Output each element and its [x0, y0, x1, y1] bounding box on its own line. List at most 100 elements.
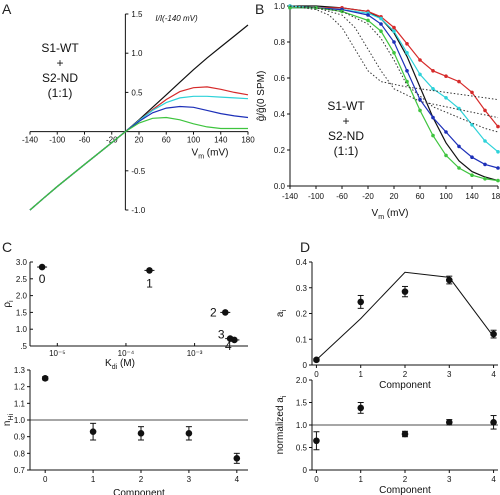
series-green-marker: [314, 6, 318, 10]
x-tick-label: 3: [187, 475, 192, 484]
annotation-line: (1:1): [334, 144, 359, 158]
y-tick-label: 0.3: [296, 284, 308, 293]
series-blue-marker: [431, 115, 435, 120]
y-tick-label: 1.0: [274, 2, 286, 11]
x-tick-label: 180: [241, 136, 255, 145]
dotted-reference-line: [289, 5, 499, 133]
x-tick-label: 4: [235, 475, 240, 484]
y-tick-label: -0.5: [131, 167, 145, 176]
y-tick-label: 0.2: [274, 146, 286, 155]
series-cyan-marker: [418, 72, 422, 77]
series-green-marker: [496, 178, 500, 183]
x-tick-label: 3: [447, 475, 452, 484]
x-tick-label: -100: [308, 192, 325, 201]
dotted-reference-line: [289, 5, 499, 101]
annotation-line: S1-WT: [327, 99, 365, 113]
dotted-reference-line: [289, 5, 499, 119]
data-point: [41, 375, 49, 382]
x-tick-label: -20: [106, 136, 118, 145]
y-tick-label: 1.3: [14, 366, 26, 375]
y-tick-label: 1.5: [296, 399, 308, 408]
x-tick-label: 100: [439, 192, 453, 201]
x-axis-label: Vm (mV): [192, 148, 229, 161]
series-cyan-marker: [431, 87, 435, 91]
x-axis-label: Component: [379, 485, 431, 495]
series-green-marker: [366, 18, 370, 23]
x-tick-label: -60: [336, 192, 348, 201]
x-tick-label: 4: [491, 370, 496, 379]
y-tick-label: 0: [303, 361, 308, 370]
x-tick-label: 140: [465, 192, 479, 201]
y-tick-label: 1.0: [131, 49, 143, 58]
series-green-marker: [483, 177, 487, 181]
series-line-blue: [290, 7, 499, 169]
series-red-marker: [444, 74, 448, 78]
x-tick-label: 2: [403, 370, 408, 379]
series-cyan-marker: [379, 16, 383, 21]
annotation-line: (1:1): [48, 86, 73, 100]
x-tick-label: 2: [403, 475, 408, 484]
series-blue-marker: [470, 155, 474, 159]
y-tick-label: 1.2: [14, 383, 26, 392]
series-line-red: [289, 5, 499, 127]
panel-d-bottom: 0 1 2 3 4 0 0.5 1.0 1.5 2.0 normalized ai Component: [275, 376, 498, 495]
data-point: [445, 419, 453, 426]
series-red-marker: [457, 79, 461, 84]
y-tick-label: 1.0: [296, 421, 308, 430]
y-tick-label: 2.0: [296, 376, 308, 385]
panel-c-bottom: 0 1 2 3 4 0.7 0.8 0.9 1.0 1.1 1.2 1.3 nHi Component: [2, 366, 248, 495]
data-point: [313, 437, 320, 445]
series-cyan-marker: [496, 150, 500, 154]
series-green-marker: [444, 153, 448, 158]
x-axis-label: Component: [379, 380, 431, 391]
y-axis-label: ai: [275, 310, 288, 318]
y-tick-label: -1.0: [131, 206, 145, 215]
y-axis-label: ĝ/ĝ(0 SPM): [256, 71, 267, 122]
annotation-line: S2-ND: [42, 71, 78, 85]
y-tick-label: 2.0: [16, 292, 28, 301]
point-label: 1: [146, 276, 153, 290]
data-point: [185, 430, 193, 437]
point-label: 3: [218, 328, 225, 342]
data-point: [490, 419, 497, 426]
panel-c-top: 10⁻⁵ 10⁻⁴ 10⁻³ .5 1.0 1.5 2.0 2.5 3.0 ρi Kdi (M) 0 1…: [2, 258, 248, 371]
data-point: [357, 404, 365, 412]
x-tick-label: 10⁻⁵: [49, 349, 65, 358]
point-label: 2: [210, 305, 217, 319]
series-green-marker: [470, 173, 474, 177]
panel-letter-a: A: [2, 1, 12, 17]
data-point: [357, 298, 365, 306]
series-red-marker: [496, 124, 500, 129]
x-tick-label: -100: [49, 136, 66, 145]
x-tick-label: -140: [22, 136, 39, 145]
y-tick-label: 0.8: [274, 38, 286, 47]
series-blue-marker: [392, 40, 396, 44]
y-axis-label: ρi: [2, 300, 15, 308]
point-label: 4: [225, 339, 232, 353]
data-point: [401, 288, 409, 295]
series-green-marker: [340, 9, 344, 14]
series-green-marker: [431, 133, 435, 138]
series-red-marker: [418, 58, 422, 62]
x-tick-label: -20: [362, 192, 374, 201]
series-line-green: [290, 7, 499, 182]
y-tick-label: 1.0: [16, 325, 28, 334]
y-tick-label: 2.5: [16, 275, 28, 284]
data-point: [137, 430, 145, 437]
y-tick-label: 0.5: [131, 88, 143, 97]
series-red-marker: [470, 90, 474, 95]
y-tick-label: 0.6: [274, 74, 286, 83]
y-tick-label: 0.0: [274, 182, 286, 191]
series-green-marker: [379, 29, 383, 33]
y-tick-label: 0.4: [296, 258, 308, 267]
x-tick-label: 100: [187, 136, 201, 145]
x-axis-label: Kdi (M): [105, 358, 135, 371]
x-tick-label: 1: [358, 475, 363, 484]
series-red-marker: [483, 108, 487, 113]
data-point: [445, 276, 453, 284]
point-label: 0: [39, 272, 46, 286]
y-tick-label: 1.5: [16, 308, 28, 317]
model-line: [316, 271, 495, 361]
y-tick-label: 1.0: [14, 416, 26, 425]
x-tick-label: 3: [447, 370, 452, 379]
